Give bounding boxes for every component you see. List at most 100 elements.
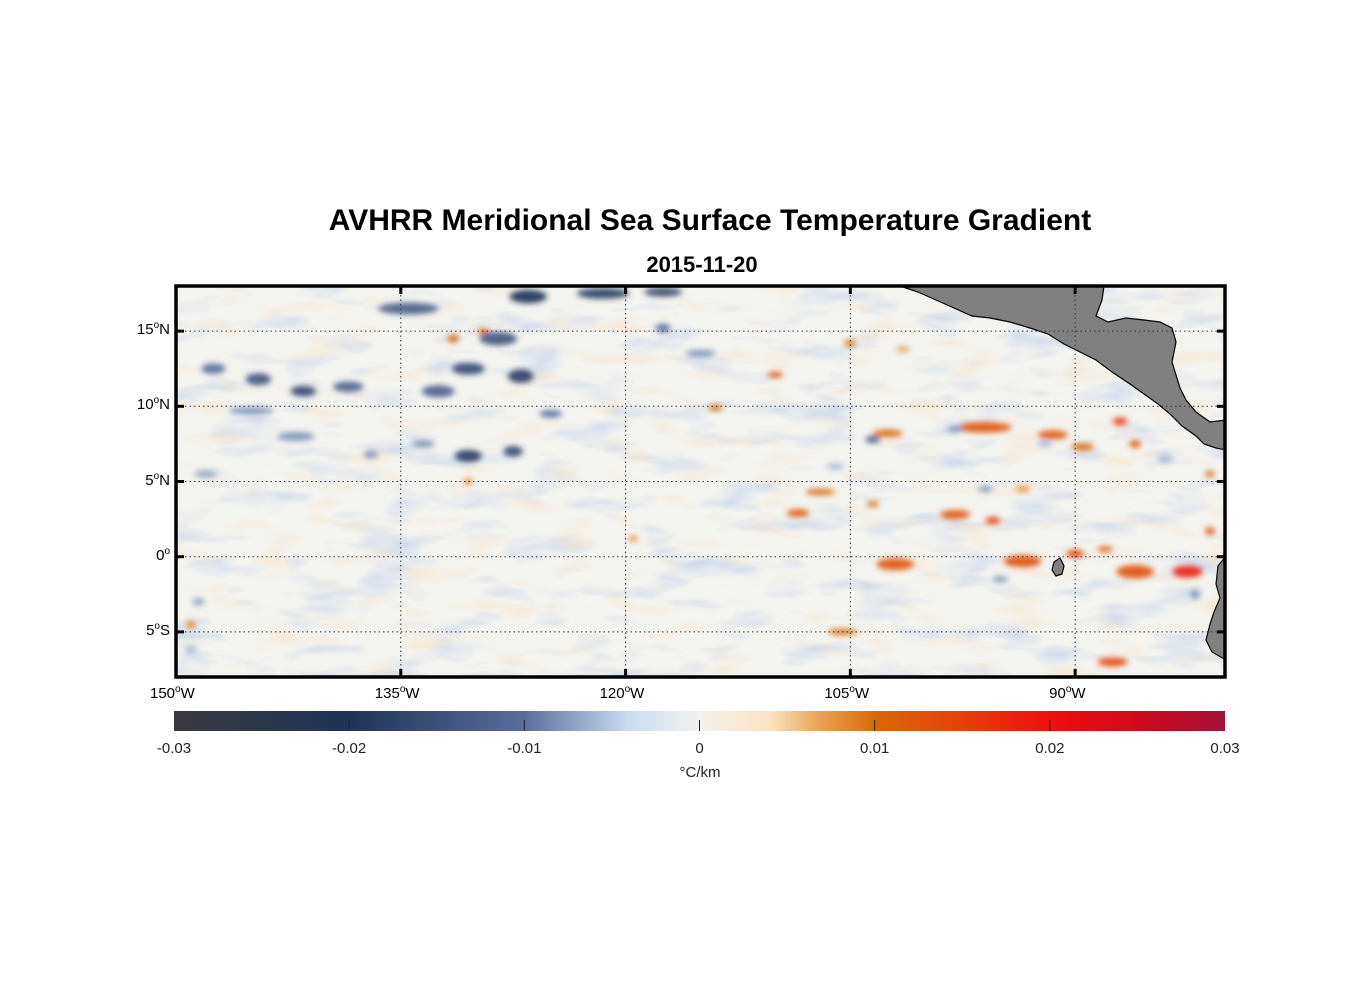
negative-gradient-feature (977, 486, 993, 493)
positive-gradient-feature (1097, 657, 1128, 667)
negative-gradient-feature (865, 435, 881, 444)
tick-label-degrees: 10 (136, 396, 154, 414)
negative-gradient-feature (1189, 589, 1201, 599)
negative-gradient-feature (201, 363, 226, 374)
land-galapagos-islands (1051, 557, 1065, 577)
negative-gradient-feature (539, 410, 562, 418)
negative-gradient-feature (277, 431, 315, 441)
colorbar-tick-label: 0.02 (1035, 740, 1065, 757)
longitude-tick-label: 150oW (150, 684, 195, 702)
tick-label-degrees: 120 (599, 685, 625, 702)
tick-label-degrees: 0 (156, 546, 165, 564)
negative-gradient-feature (194, 470, 218, 478)
tick-label-degrees: 135 (374, 685, 400, 702)
colorbar-tick-label: -0.03 (156, 740, 192, 757)
colorbar-tick-label: 0.03 (1210, 740, 1240, 757)
map-title: AVHRR Meridional Sea Surface Temperature… (328, 204, 1092, 237)
degree-symbol: o (399, 684, 406, 695)
latitude-tick-label: 10oN (137, 395, 170, 413)
negative-gradient-feature (507, 369, 534, 383)
positive-gradient-feature (1129, 440, 1142, 448)
negative-gradient-feature (421, 385, 455, 398)
positive-gradient-feature (1204, 470, 1216, 477)
tick-label-hemisphere: W (854, 685, 870, 702)
tick-label-degrees: 150 (150, 685, 176, 702)
positive-gradient-feature (1066, 549, 1085, 558)
positive-gradient-feature (985, 516, 1001, 525)
negative-gradient-feature (454, 449, 482, 462)
positive-gradient-feature (1204, 527, 1216, 535)
tick-label-hemisphere: W (1071, 685, 1086, 702)
positive-gradient-feature (805, 489, 836, 496)
tick-label-hemisphere: N (159, 471, 170, 489)
positive-gradient-feature (1071, 443, 1094, 451)
negative-gradient-feature (503, 446, 523, 457)
negative-gradient-feature (363, 450, 379, 459)
positive-gradient-feature (1116, 564, 1154, 579)
tick-label-degrees: 15 (136, 321, 154, 339)
negative-gradient-feature (685, 349, 716, 358)
positive-gradient-feature (1172, 565, 1203, 578)
negative-gradient-feature (1157, 455, 1173, 463)
negative-gradient-feature (826, 463, 845, 470)
latitude-tick-label: 15oN (137, 320, 170, 338)
latitude-tick-label: 0o (156, 546, 170, 564)
positive-gradient-feature (866, 501, 879, 508)
colorbar-tick-label: 0 (695, 740, 704, 757)
negative-gradient-feature (245, 373, 272, 386)
degree-symbol: o (153, 320, 160, 332)
negative-gradient-feature (655, 323, 671, 333)
tick-label-degrees: 105 (824, 685, 850, 702)
positive-gradient-feature (959, 422, 1012, 433)
latitude-tick-label: 5oN (145, 471, 170, 489)
positive-gradient-feature (940, 510, 971, 520)
tick-label-degrees: 90 (1049, 685, 1066, 702)
negative-gradient-feature (644, 287, 682, 297)
tick-label-degrees: 5 (146, 621, 155, 639)
degree-symbol: o (624, 684, 631, 695)
positive-gradient-feature (786, 509, 810, 517)
positive-gradient-feature (463, 478, 473, 485)
longitude-tick-label: 90oW (1049, 684, 1085, 702)
positive-gradient-feature (896, 346, 910, 353)
positive-gradient-feature (876, 558, 915, 571)
colorbar-tick-label: 0.01 (860, 740, 890, 757)
negative-gradient-feature (479, 331, 517, 346)
positive-gradient-feature (447, 334, 460, 343)
degree-symbol: o (164, 545, 170, 557)
degree-symbol: o (153, 470, 160, 482)
positive-gradient-feature (844, 339, 857, 347)
colorbar-tick-label: -0.01 (507, 740, 542, 757)
positive-gradient-feature (1015, 486, 1031, 493)
longitude-tick-label: 120oW (600, 684, 645, 702)
tick-label-hemisphere: N (159, 396, 170, 414)
negative-gradient-feature (290, 386, 317, 397)
negative-gradient-feature (576, 288, 630, 299)
land-south-america (1205, 556, 1225, 661)
negative-gradient-feature (992, 576, 1008, 583)
tick-label-hemisphere: W (405, 685, 420, 702)
negative-gradient-feature (192, 598, 205, 606)
colorbar-unit-label: °C/km (679, 764, 721, 781)
positive-gradient-feature (1112, 417, 1128, 426)
positive-gradient-feature (1003, 555, 1042, 568)
positive-gradient-feature (1037, 430, 1068, 440)
longitude-tick-label: 135oW (375, 684, 420, 702)
negative-gradient-feature (1037, 440, 1053, 447)
land-central-america (899, 286, 1225, 451)
positive-gradient-feature (628, 535, 638, 542)
positive-gradient-feature (708, 404, 723, 411)
negative-gradient-feature (228, 407, 274, 415)
negative-gradient-feature (947, 425, 963, 432)
degree-symbol: o (1065, 684, 1072, 695)
tick-label-hemisphere: W (630, 685, 645, 702)
tick-label-hemisphere: W (180, 685, 195, 702)
degree-symbol: o (153, 395, 160, 407)
positive-gradient-feature (872, 429, 903, 438)
negative-gradient-feature (184, 646, 197, 654)
positive-gradient-feature (1097, 546, 1113, 553)
longitude-tick-label: 105oW (824, 684, 869, 702)
map-plot-area (176, 286, 1225, 677)
degree-symbol: o (154, 620, 160, 632)
